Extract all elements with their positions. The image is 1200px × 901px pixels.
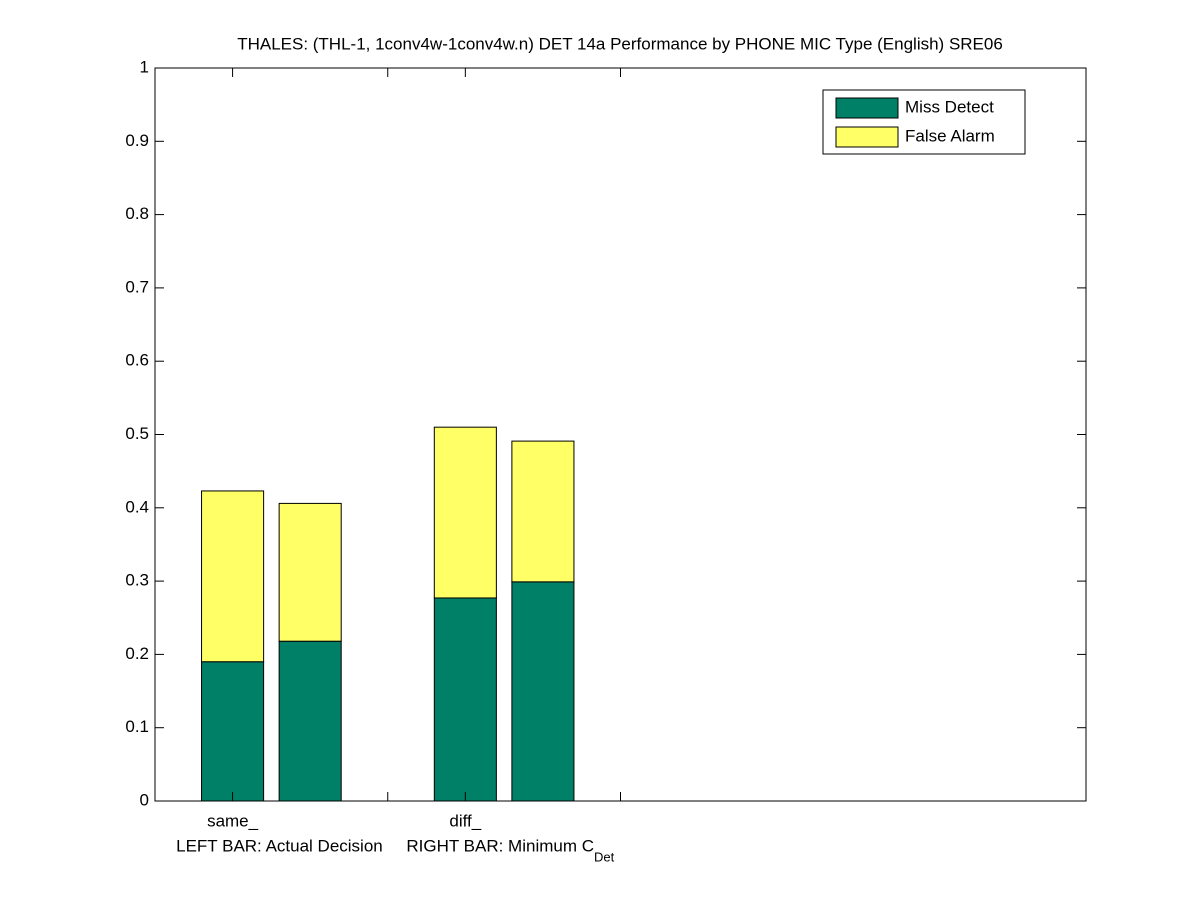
y-tick-label: 0.1 bbox=[125, 717, 149, 736]
y-tick-label: 0.3 bbox=[125, 571, 149, 590]
bar-segment bbox=[433, 597, 497, 802]
legend-swatch bbox=[835, 126, 899, 148]
bar-segment bbox=[278, 640, 342, 802]
y-tick-label: 0.4 bbox=[125, 497, 149, 516]
y-tick-label: 0.8 bbox=[125, 204, 149, 223]
y-tick-label: 0 bbox=[140, 790, 149, 809]
x-axis-label: LEFT BAR: Actual Decision RIGHT BAR: Min… bbox=[176, 836, 594, 855]
y-tick-label: 0.9 bbox=[125, 131, 149, 150]
bar-segment bbox=[511, 440, 575, 583]
y-tick-label: 0.5 bbox=[125, 424, 149, 443]
y-tick-label: 0.7 bbox=[125, 277, 149, 296]
bar-segment bbox=[278, 502, 342, 642]
x-tick-label: diff_ bbox=[449, 811, 481, 830]
legend-label: Miss Detect bbox=[905, 97, 994, 116]
y-tick-label: 0.2 bbox=[125, 644, 149, 663]
x-axis-label-subscript: Det bbox=[594, 849, 615, 864]
x-tick-label: same_ bbox=[207, 811, 259, 830]
y-tick-label: 1 bbox=[140, 57, 149, 76]
bar-segment bbox=[433, 426, 497, 599]
bar-segment bbox=[201, 490, 265, 663]
chart-title: THALES: (THL-1, 1conv4w-1conv4w.n) DET 1… bbox=[237, 34, 1003, 53]
legend-swatch bbox=[835, 97, 899, 119]
bar-segment bbox=[201, 661, 265, 802]
legend-label: False Alarm bbox=[905, 126, 995, 145]
y-tick-label: 0.6 bbox=[125, 351, 149, 370]
bar-segment bbox=[511, 581, 575, 802]
